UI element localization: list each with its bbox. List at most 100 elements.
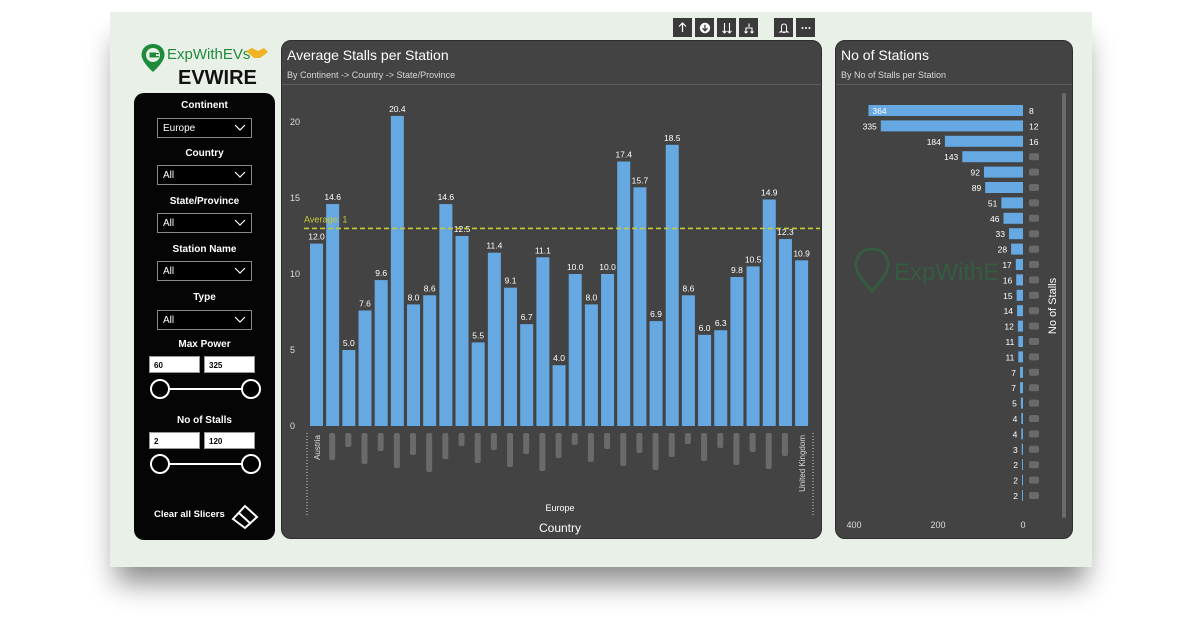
bar[interactable] <box>310 243 323 426</box>
bar[interactable] <box>762 199 776 426</box>
bar[interactable] <box>1021 428 1023 440</box>
bar[interactable] <box>962 151 1023 163</box>
stalls-slider-max-handle[interactable] <box>241 454 261 474</box>
bar[interactable] <box>1022 490 1023 501</box>
bar[interactable] <box>681 295 695 426</box>
bar[interactable] <box>1018 351 1023 363</box>
bar[interactable] <box>1022 459 1023 471</box>
bar[interactable] <box>487 252 501 426</box>
bar[interactable] <box>1020 366 1023 378</box>
bar[interactable] <box>795 260 809 426</box>
bar[interactable] <box>390 115 404 427</box>
bar[interactable] <box>633 187 647 426</box>
bar[interactable] <box>985 182 1023 193</box>
pin-visual-button[interactable] <box>774 18 793 37</box>
category-label-blurred <box>1029 445 1039 453</box>
expand-next-level-button[interactable] <box>739 18 758 37</box>
avg-stalls-chart-panel: Average Stalls per Station By Continent … <box>281 40 822 539</box>
bar[interactable] <box>944 135 1023 147</box>
data-label: 8.0 <box>585 292 597 302</box>
bar[interactable] <box>1018 336 1023 347</box>
more-options-button[interactable] <box>796 18 815 37</box>
stalls-max-input[interactable]: 120 <box>204 432 255 449</box>
bar[interactable] <box>536 257 550 426</box>
bar[interactable] <box>520 324 534 426</box>
category-label-blurred <box>765 433 772 469</box>
bar[interactable] <box>1017 320 1023 332</box>
drill-up-button[interactable] <box>673 18 692 37</box>
data-label: 12.0 <box>308 232 325 242</box>
bar[interactable] <box>1020 397 1023 409</box>
bar[interactable] <box>407 304 421 426</box>
bar[interactable] <box>1011 243 1023 255</box>
drill-mode-button[interactable] <box>695 18 714 37</box>
bar[interactable] <box>1015 259 1023 270</box>
category-label-blurred <box>1029 415 1039 422</box>
bar[interactable] <box>714 330 728 426</box>
bar[interactable] <box>617 161 631 426</box>
bar[interactable] <box>584 304 598 426</box>
more-options-icon <box>801 26 810 29</box>
max-power-slider-max-handle[interactable] <box>241 379 261 399</box>
country-dropdown[interactable]: All <box>157 165 252 185</box>
max-power-max-input[interactable]: 325 <box>204 356 255 373</box>
data-label: 11 <box>1006 337 1015 347</box>
eraser-icon[interactable] <box>230 502 260 530</box>
bar[interactable] <box>1017 305 1023 317</box>
bar[interactable] <box>1022 474 1023 486</box>
expand-all-button[interactable] <box>717 18 736 37</box>
category-label-blurred <box>458 433 465 446</box>
bar[interactable] <box>1021 443 1023 455</box>
bar[interactable] <box>439 204 453 426</box>
category-label-blurred <box>523 433 530 454</box>
bar[interactable] <box>730 277 744 426</box>
data-label: 20.4 <box>389 104 406 114</box>
bar[interactable] <box>665 144 679 427</box>
bar[interactable] <box>868 105 1023 116</box>
bar[interactable] <box>342 350 356 426</box>
continent-dropdown[interactable]: Europe <box>157 118 252 138</box>
station-label: Station Name <box>172 244 237 255</box>
max-power-slider-track <box>160 388 252 390</box>
bar[interactable] <box>504 287 518 426</box>
bar[interactable] <box>552 365 566 426</box>
station-dropdown[interactable]: All <box>157 261 252 281</box>
data-label: 4 <box>1013 414 1018 424</box>
bar[interactable] <box>746 266 760 426</box>
category-label-blurred <box>1029 261 1039 268</box>
vertical-scrollbar[interactable] <box>1062 93 1066 518</box>
state-dropdown[interactable]: All <box>157 213 252 233</box>
data-label: 11.1 <box>535 245 551 255</box>
bar[interactable] <box>601 274 615 426</box>
bar[interactable] <box>1008 228 1023 240</box>
data-label: 6.9 <box>650 309 662 319</box>
bar[interactable] <box>1001 197 1023 209</box>
bar[interactable] <box>568 274 582 426</box>
stalls-slider-min-handle[interactable] <box>150 454 170 474</box>
type-dropdown[interactable]: All <box>157 310 252 330</box>
bar[interactable] <box>326 204 340 426</box>
bar[interactable] <box>698 334 712 426</box>
bar[interactable] <box>374 280 388 426</box>
bar[interactable] <box>1003 212 1023 224</box>
bar[interactable] <box>1016 289 1023 301</box>
max-power-min-input[interactable]: 60 <box>149 356 200 373</box>
chart-subtitle: By Continent -> Country -> State/Provinc… <box>287 70 456 80</box>
bar[interactable] <box>455 236 469 426</box>
bar[interactable] <box>880 120 1023 132</box>
bar[interactable] <box>471 342 485 426</box>
data-label: 5 <box>1012 399 1017 409</box>
bar[interactable] <box>649 321 663 426</box>
hierarchy-icon <box>743 23 754 34</box>
max-power-slider-min-handle[interactable] <box>150 379 170 399</box>
bar[interactable] <box>1021 413 1023 424</box>
bar[interactable] <box>983 166 1023 178</box>
data-label: 2 <box>1013 476 1018 486</box>
bar[interactable] <box>778 239 792 426</box>
bar[interactable] <box>1020 382 1023 394</box>
bar[interactable] <box>1016 274 1023 286</box>
bar[interactable] <box>423 295 437 426</box>
bar[interactable] <box>358 310 372 426</box>
clear-slicers-button[interactable]: Clear all Slicers <box>154 509 225 520</box>
stalls-min-input[interactable]: 2 <box>149 432 200 449</box>
